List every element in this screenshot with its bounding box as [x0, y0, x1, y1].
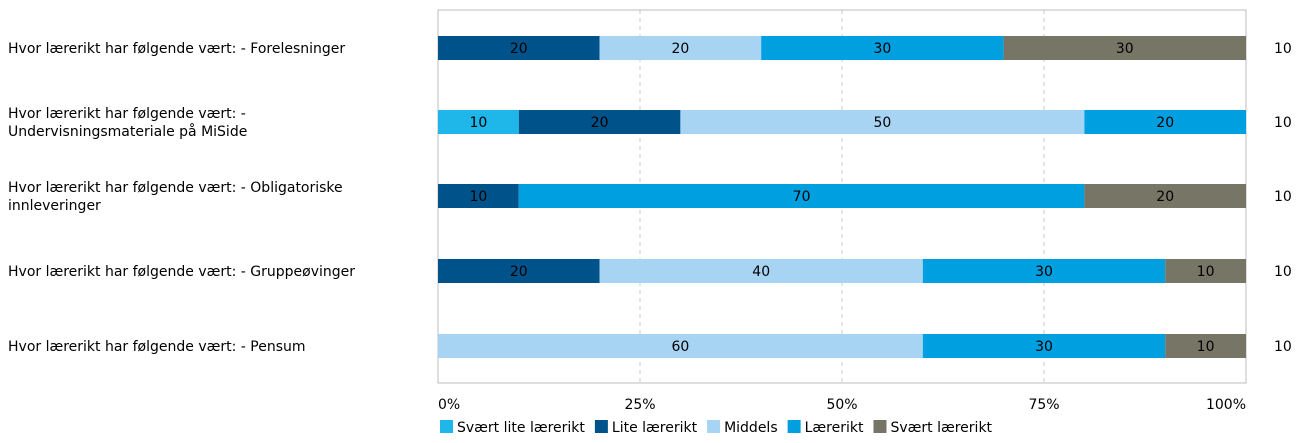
- bar-value-label: 10: [1197, 264, 1215, 280]
- bar-segment: [1084, 184, 1246, 208]
- bar-segment: [438, 334, 923, 358]
- bar-value-label: 20: [510, 41, 528, 57]
- bar-segment: [599, 259, 923, 283]
- response-count: 10: [1274, 115, 1292, 131]
- category-label: Hvor lærerikt har følgende vært: - Oblig…: [8, 180, 343, 196]
- bar-segment: [518, 184, 1085, 208]
- bar-segment: [922, 334, 1166, 358]
- bar-value-label: 10: [469, 189, 487, 205]
- bar-segment: [1165, 259, 1246, 283]
- legend-item-label: Lite lærerikt: [612, 420, 698, 436]
- bar-value-label: 10: [469, 115, 487, 131]
- legend-swatch: [594, 420, 608, 433]
- category-label: innleveringer: [8, 198, 101, 214]
- bar-value-label: 30: [1116, 41, 1134, 57]
- response-count: 10: [1274, 41, 1292, 57]
- bar-segment: [1003, 36, 1246, 60]
- bar-value-label: 10: [1197, 339, 1215, 355]
- bar-segment: [438, 184, 519, 208]
- x-tick-label: 75%: [1028, 397, 1059, 413]
- legend-item-label: Svært lite lærerikt: [457, 420, 585, 436]
- bar-value-label: 20: [1156, 189, 1174, 205]
- legend-item-label: Svært lærerikt: [890, 420, 992, 436]
- legend-item-label: Middels: [724, 420, 778, 436]
- bar-value-label: 20: [591, 115, 609, 131]
- category-labels: Hvor lærerikt har følgende vært: - Forel…: [8, 41, 355, 355]
- bar-value-label: 30: [1035, 339, 1053, 355]
- bar-value-label: 20: [671, 41, 689, 57]
- x-axis-ticks: 0% 25% 50% 75% 100%: [438, 397, 1246, 413]
- bar-value-label: 30: [873, 41, 891, 57]
- x-tick-label: 100%: [1206, 397, 1246, 413]
- x-tick-label: 25%: [624, 397, 655, 413]
- legend: Svært lite lærerikt Lite lærerikt Middels L…: [440, 420, 993, 436]
- x-tick-label: 0%: [438, 397, 460, 413]
- response-counts: 10 10 10 10 10: [1274, 41, 1292, 355]
- bar-segment: [922, 259, 1166, 283]
- legend-swatch: [707, 420, 721, 433]
- bar-value-label: 20: [510, 264, 528, 280]
- category-label: Undervisningsmateriale på MiSide: [8, 123, 247, 140]
- bar-value-label: 20: [1156, 115, 1174, 131]
- legend-swatch: [440, 420, 453, 433]
- bar-value-label: 70: [793, 189, 811, 205]
- bar-segment: [438, 110, 519, 134]
- bar-segment: [518, 110, 681, 134]
- bar-value-label: 50: [873, 115, 891, 131]
- x-tick-label: 50%: [826, 397, 857, 413]
- bar-segment: [438, 259, 600, 283]
- bars-layer: 20 20 30 30 10 20 50 20 10 70 20 20 40 30 10 60 30 10: [438, 36, 1246, 358]
- category-label: Hvor lærerikt har følgende vært: -: [8, 106, 246, 122]
- bar-segment: [1084, 110, 1246, 134]
- legend-swatch: [787, 420, 801, 433]
- legend-item-label: Lærerikt: [805, 420, 864, 436]
- category-label: Hvor lærerikt har følgende vært: - Pensu…: [8, 339, 306, 355]
- response-count: 10: [1274, 189, 1292, 205]
- bar-value-label: 30: [1035, 264, 1053, 280]
- bar-segment: [1165, 334, 1246, 358]
- bar-value-label: 60: [671, 339, 689, 355]
- bar-value-label: 40: [752, 264, 770, 280]
- response-count: 10: [1274, 264, 1292, 280]
- category-label: Hvor lærerikt har følgende vært: - Grupp…: [8, 264, 355, 280]
- bar-segment: [599, 36, 762, 60]
- response-count: 10: [1274, 339, 1292, 355]
- bar-segment: [761, 36, 1004, 60]
- bar-segment: [680, 110, 1085, 134]
- category-label: Hvor lærerikt har følgende vært: - Forel…: [8, 41, 345, 57]
- legend-swatch: [873, 420, 887, 433]
- bar-segment: [438, 36, 600, 60]
